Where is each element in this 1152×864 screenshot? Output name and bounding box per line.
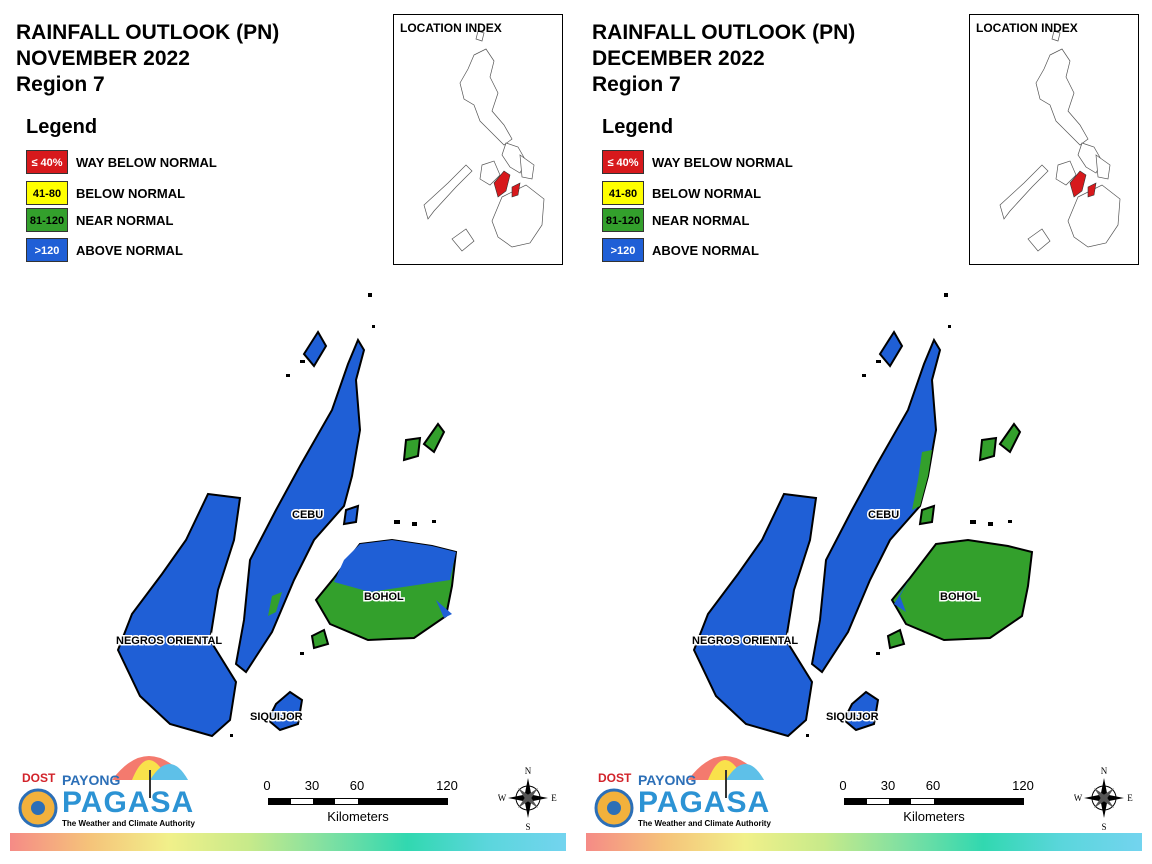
legend-label: WAY BELOW NORMAL [652, 155, 793, 170]
label-bohol: BOHOL [364, 591, 404, 603]
legend-swatch: 41-80 [26, 181, 68, 205]
legend-title: Legend [26, 116, 98, 138]
label-bohol: BOHOL [940, 591, 980, 603]
compass-n: N [525, 766, 532, 776]
panel-title: RAINFALL OUTLOOK (PN) NOVEMBER 2022 Regi… [16, 20, 279, 98]
province-cebu [810, 337, 942, 674]
scale-bar: 0 30 60 120 Kilometers [260, 778, 460, 828]
legend-label: NEAR NORMAL [76, 213, 174, 228]
panel-title: RAINFALL OUTLOOK (PN) DECEMBER 2022 Regi… [592, 20, 855, 98]
footer-gradient-bar [586, 833, 1142, 851]
outlook-panel-november: RAINFALL OUTLOOK (PN) NOVEMBER 2022 Regi… [10, 14, 566, 851]
umbrella-icon [688, 756, 764, 798]
title-line-3: Region 7 [16, 73, 105, 96]
north-arrow-icon: N S E W [498, 766, 557, 832]
philippines-index-map [423, 30, 545, 252]
scale-tick: 120 [1012, 778, 1034, 793]
label-siquijor: SIQUIJOR [826, 711, 879, 723]
legend-swatch: 81-120 [26, 208, 68, 232]
scale-bar-graphic [268, 798, 448, 805]
scale-tick: 30 [880, 778, 896, 793]
north-arrow-icon: N S E W [1074, 766, 1133, 832]
province-cebu [234, 337, 366, 674]
scale-tick: 120 [436, 778, 458, 793]
compass-e: E [551, 793, 557, 803]
location-index: LOCATION INDEX [393, 14, 563, 265]
title-line-1: RAINFALL OUTLOOK (PN) [592, 21, 856, 44]
legend-label: ABOVE NORMAL [76, 243, 183, 258]
pagasa-logo: DOST PAYONG PAGASA The Weather and Clima… [16, 740, 216, 835]
label-negros-oriental: NEGROS ORIENTAL [692, 635, 798, 647]
legend-swatch: ≤ 40% [26, 150, 68, 174]
province-siquijor [842, 690, 880, 732]
province-negros-oriental [692, 492, 818, 738]
scale-tick: 0 [263, 778, 271, 793]
scale-unit: Kilometers [903, 809, 965, 824]
pagasa-logo: DOST PAYONG PAGASA The Weather and Clima… [592, 740, 792, 835]
logo-pagasa: PAGASA [62, 786, 195, 819]
region7-map: CEBU BOHOL NEGROS ORIENTAL SIQUIJOR [115, 293, 458, 738]
logo-tagline: The Weather and Climate Authority [62, 819, 195, 828]
dost-seal-icon [18, 788, 58, 828]
footer-gradient-bar [10, 833, 566, 851]
compass-s: S [525, 822, 530, 832]
logo-pagasa: PAGASA [638, 786, 771, 819]
legend-swatch: >120 [26, 238, 68, 262]
province-bohol [890, 538, 1034, 642]
legend-label: WAY BELOW NORMAL [76, 155, 217, 170]
title-line-3: Region 7 [592, 73, 681, 96]
logo-tagline: The Weather and Climate Authority [638, 819, 771, 828]
title-line-2: DECEMBER 2022 [592, 47, 765, 70]
label-cebu: CEBU [868, 509, 899, 521]
outlook-panel-december: RAINFALL OUTLOOK (PN) DECEMBER 2022 Regi… [576, 0, 1152, 864]
location-index: LOCATION INDEX [969, 14, 1139, 265]
province-siquijor [266, 690, 304, 732]
label-cebu: CEBU [292, 509, 323, 521]
province-negros-oriental [116, 492, 242, 738]
philippines-index-map [999, 30, 1121, 252]
dost-seal-icon [594, 788, 634, 828]
legend-label: NEAR NORMAL [652, 213, 750, 228]
logo-payong: PAYONG [638, 772, 697, 788]
region7-map: CEBU BOHOL NEGROS ORIENTAL SIQUIJOR [691, 293, 1034, 738]
legend-label: ABOVE NORMAL [652, 243, 759, 258]
legend-title: Legend [602, 116, 674, 138]
title-line-1: RAINFALL OUTLOOK (PN) [16, 21, 280, 44]
scale-bar-graphic [844, 798, 1024, 805]
location-index-title: LOCATION INDEX [400, 21, 502, 35]
label-negros-oriental: NEGROS ORIENTAL [116, 635, 222, 647]
umbrella-icon [112, 756, 188, 798]
legend-swatch: 41-80 [602, 181, 644, 205]
legend-swatch: ≤ 40% [602, 150, 644, 174]
label-siquijor: SIQUIJOR [250, 711, 303, 723]
scale-tick: 60 [349, 778, 365, 793]
scale-bar: 0 30 60 120 Kilometers [836, 778, 1036, 828]
compass-w: W [498, 793, 507, 803]
legend-swatch: >120 [602, 238, 644, 262]
compass-w: W [1074, 793, 1083, 803]
scale-tick: 0 [839, 778, 847, 793]
compass-n: N [1101, 766, 1108, 776]
title-line-2: NOVEMBER 2022 [16, 47, 190, 70]
legend-label: BELOW NORMAL [652, 186, 762, 201]
logo-dost: DOST [22, 771, 56, 785]
legend-swatch: 81-120 [602, 208, 644, 232]
logo-payong: PAYONG [62, 772, 121, 788]
logo-dost: DOST [598, 771, 632, 785]
scale-tick: 60 [925, 778, 941, 793]
compass-s: S [1101, 822, 1106, 832]
scale-unit: Kilometers [327, 809, 389, 824]
compass-e: E [1127, 793, 1133, 803]
location-index-title: LOCATION INDEX [976, 21, 1078, 35]
legend-label: BELOW NORMAL [76, 186, 186, 201]
scale-tick: 30 [304, 778, 320, 793]
